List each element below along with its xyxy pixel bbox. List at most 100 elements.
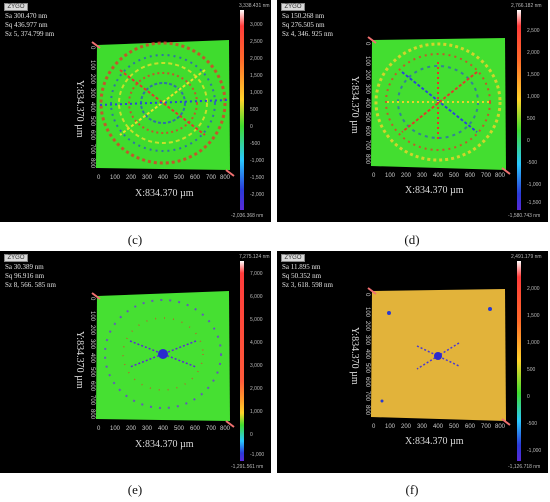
caption-d: (d) (404, 232, 420, 247)
scale-tick: -1,000 (527, 182, 542, 188)
scale-tick: -1,000 (250, 158, 265, 164)
y-tick: 300 (364, 84, 370, 95)
zygo-logo: ZYGO (281, 3, 305, 11)
caption-c: (c) (127, 232, 143, 247)
y-tick: 700 (364, 391, 370, 402)
y-tick: 300 (89, 339, 95, 350)
scale-tick: 2,000 (250, 56, 263, 62)
stat-sq: Sq 436.977 nm (5, 21, 48, 29)
zygo-logo: ZYGO (4, 3, 28, 11)
stat-sa: Sa 30.389 nm (5, 263, 44, 271)
scale-tick: 7,000 (250, 271, 263, 277)
color-scale (240, 10, 244, 210)
stat-sz: Sz 3, 618. 598 nm (282, 281, 333, 289)
surface-map-d (367, 36, 511, 175)
y-axis-label: Y:834.370 µm (349, 327, 360, 385)
x-tick: 500 (449, 424, 460, 430)
panel-f: ZYGO Sa 11.895 nm Sq 50.352 nm Sz 3, 618… (277, 251, 548, 473)
y-tick: 800 (364, 405, 370, 416)
y-tick: 200 (364, 321, 370, 332)
scale-tick: 1,000 (527, 340, 540, 346)
x-tick: 100 (385, 173, 396, 179)
y-tick: 700 (89, 395, 95, 406)
x-tick: 700 (481, 173, 492, 179)
scale-tick: 2,000 (527, 286, 540, 292)
scale-tick: -500 (250, 141, 261, 147)
y-tick: 0 (89, 297, 95, 301)
y-tick: 300 (89, 88, 95, 99)
y-tick: 800 (89, 409, 95, 420)
y-tick: 500 (89, 116, 95, 127)
y-tick: 100 (89, 311, 95, 322)
panel-c: ZYGO Sa 300.470 nm Sq 436.977 nm Sz 5, 3… (0, 0, 271, 222)
y-tick: 700 (364, 140, 370, 151)
zygo-logo: ZYGO (281, 254, 305, 262)
scale-tick: 1,000 (527, 94, 540, 100)
y-tick: 600 (89, 381, 95, 392)
color-scale (517, 261, 521, 461)
roughness-stats: Sa 300.470 nm Sq 436.977 nm Sz 5, 374.79… (5, 12, 54, 39)
stat-sa: Sa 11.895 nm (282, 263, 321, 271)
y-tick: 100 (89, 60, 95, 71)
scale-tick: 2,000 (250, 386, 263, 392)
x-tick: 600 (465, 424, 476, 430)
scale-tick: 2,500 (250, 39, 263, 45)
y-tick: 0 (89, 46, 95, 50)
scale-tick: 1,000 (250, 90, 263, 96)
stat-sq: Sq 96.916 nm (5, 272, 45, 280)
y-tick: 200 (89, 74, 95, 85)
x-tick: 400 (433, 173, 444, 179)
x-tick: 800 (495, 173, 506, 179)
surface-map-f (367, 287, 511, 426)
y-tick: 500 (364, 112, 370, 123)
x-tick: 400 (433, 424, 444, 430)
x-axis-label: X:834.370 µm (405, 436, 464, 447)
y-tick: 600 (364, 377, 370, 388)
scale-tick: -1,000 (527, 448, 542, 454)
color-scale (240, 261, 244, 461)
zygo-logo: ZYGO (4, 254, 28, 262)
x-tick: 600 (190, 175, 201, 181)
roughness-stats: Sa 11.895 nm Sq 50.352 nm Sz 3, 618. 598… (282, 263, 333, 290)
y-axis-label: Y:834.370 µm (349, 76, 360, 134)
x-tick: 800 (220, 175, 231, 181)
stat-sq: Sq 50.352 nm (282, 272, 322, 280)
x-tick: 400 (158, 426, 169, 432)
scale-tick: -1,000 (250, 452, 265, 458)
x-tick: 0 (372, 424, 376, 430)
y-tick: 300 (364, 335, 370, 346)
x-tick: 200 (126, 426, 137, 432)
x-tick: 400 (158, 175, 169, 181)
y-tick: 800 (364, 154, 370, 165)
scale-min: -1,580.743 nm (508, 213, 541, 219)
scale-tick: 1,000 (250, 409, 263, 415)
x-tick: 100 (385, 424, 396, 430)
x-tick: 500 (449, 173, 460, 179)
x-tick: 600 (465, 173, 476, 179)
scale-tick: -2,000 (250, 192, 265, 198)
scale-tick: 1,500 (250, 73, 263, 79)
x-tick: 800 (495, 424, 506, 430)
scale-min: -1,291.561 nm (231, 464, 264, 470)
y-tick: 700 (89, 144, 95, 155)
x-tick: 500 (174, 426, 185, 432)
x-tick: 300 (142, 175, 153, 181)
x-tick: 300 (142, 426, 153, 432)
scale-max: 3,338.431 nm (239, 3, 270, 9)
x-tick: 600 (190, 426, 201, 432)
scale-tick: 0 (527, 394, 530, 400)
scale-tick: 500 (527, 367, 536, 373)
roughness-stats: Sa 30.389 nm Sq 96.916 nm Sz 8, 566. 585… (5, 263, 56, 290)
scale-tick: 2,000 (527, 50, 540, 56)
surface-map-c (91, 40, 235, 177)
scale-tick: 1,500 (527, 313, 540, 319)
scale-tick: 0 (250, 124, 253, 130)
surface-map-e (91, 291, 235, 428)
y-axis-label: Y:834.370 µm (74, 80, 85, 138)
scale-max: 2,766.182 nm (511, 3, 542, 9)
stat-sz: Sz 5, 374.799 nm (5, 30, 55, 38)
x-tick: 300 (417, 424, 428, 430)
x-tick: 700 (206, 175, 217, 181)
scale-max: 7,275.124 nm (239, 254, 270, 260)
x-tick: 700 (206, 426, 217, 432)
